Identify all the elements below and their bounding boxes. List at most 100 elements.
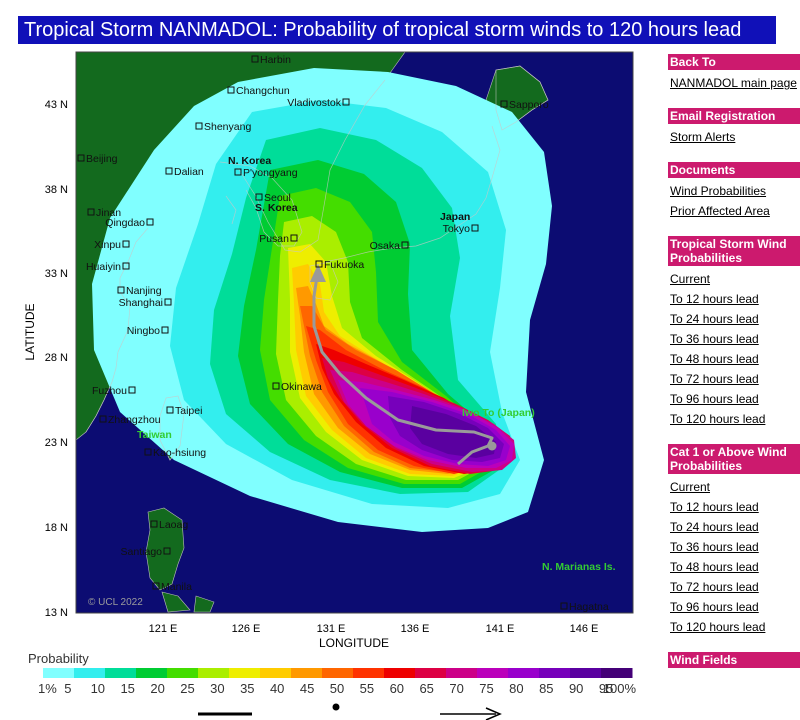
copyright-label: © UCL 2022 [88, 597, 143, 608]
city-label: Dalian [174, 166, 204, 178]
sidebar-link[interactable]: Current [670, 272, 711, 286]
y-axis-label: LATITUDE [23, 303, 37, 360]
sidebar-link[interactable]: To 48 hours lead [670, 560, 759, 574]
city-label: Kao-hsiung [153, 447, 206, 459]
sidebar-link[interactable]: Prior Affected Area [670, 204, 770, 218]
region-label: S. Korea [255, 202, 298, 214]
legend-label: 55 [360, 681, 374, 696]
sidebar-link[interactable]: Current [670, 480, 711, 494]
city-marker: Hagatna [560, 601, 609, 613]
sidebar-link[interactable]: To 12 hours lead [670, 500, 759, 514]
sidebar-link[interactable]: Storm Alerts [670, 130, 736, 144]
page-title: Tropical Storm NANMADOL: Probability of … [24, 19, 742, 41]
longitude-tick-label: 141 E [486, 623, 515, 635]
city-marker: Changchun [227, 85, 290, 97]
legend-label: 40 [270, 681, 284, 696]
latitude-tick-label: 18 N [45, 522, 68, 534]
latitude-tick-label: 23 N [45, 437, 68, 449]
legend-label: 50 [330, 681, 344, 696]
legend-swatch [291, 668, 323, 678]
coastlines [85, 65, 549, 461]
legend-label: 45 [300, 681, 314, 696]
city-marker: Kao-hsiung [144, 447, 206, 459]
city-label: Ningbo [127, 325, 160, 337]
legend-swatch [198, 668, 230, 678]
x-axis-label: LONGITUDE [319, 636, 389, 650]
city-label: Pusan [259, 233, 289, 245]
sidebar-link[interactable]: To 48 hours lead [670, 352, 759, 366]
latitude-tick-label: 13 N [45, 607, 68, 619]
legend-swatch [601, 668, 633, 678]
sidebar-link[interactable]: To 36 hours lead [670, 540, 759, 554]
legend-label: 10 [91, 681, 105, 696]
sidebar-link[interactable]: To 120 hours lead [670, 620, 766, 634]
city-label: Fuzhou [92, 385, 127, 397]
city-marker: Okinawa [272, 381, 322, 393]
sidebar-link[interactable]: To 96 hours lead [670, 392, 759, 406]
city-marker: Seoul [255, 192, 291, 204]
city-marker: Nanjing [117, 285, 162, 297]
sidebar-link[interactable]: To 12 hours lead [670, 292, 759, 306]
city-marker: Taipei [166, 405, 202, 417]
legend-swatch [477, 668, 509, 678]
legend-title: Probability [28, 651, 89, 666]
probability-swath [92, 68, 552, 532]
sidebar-section-header: Email Registration [668, 108, 800, 124]
sidebar-link[interactable]: To 24 hours lead [670, 312, 759, 326]
legend-label: 1% [38, 681, 57, 696]
city-marker: Manila [152, 581, 192, 593]
city-marker: Fukuoka [315, 259, 364, 271]
sidebar-section: Wind Fields [668, 652, 800, 668]
sidebar: Back To NANMADOL main page Email Registrat… [668, 54, 800, 686]
city-marker: Fuzhou [92, 385, 136, 397]
region-label: Iwo To (Japan) [462, 407, 535, 419]
sidebar-link[interactable]: To 36 hours lead [670, 332, 759, 346]
city-label: Beijing [86, 153, 118, 165]
city-label: Tokyo [443, 223, 471, 235]
city-marker: Huaiyin [86, 261, 130, 273]
sidebar-link[interactable]: Wind Probabilities [670, 184, 767, 198]
city-marker: Laoag [150, 519, 188, 531]
legend-swatch [136, 668, 168, 678]
city-label: Seoul [264, 192, 291, 204]
legend-swatch [260, 668, 292, 678]
city-marker: Vladivostok [287, 97, 350, 109]
latitude-tick-label: 43 N [45, 99, 68, 111]
longitude-tick-label: 121 E [149, 623, 178, 635]
legend-label: 95 [599, 681, 613, 696]
city-marker: Jinan [87, 207, 121, 219]
city-marker: Shenyang [195, 121, 251, 133]
longitude-tick-label: 126 E [232, 623, 261, 635]
sidebar-link[interactable]: To 72 hours lead [670, 580, 759, 594]
sidebar-link[interactable]: NANMADOL main page [670, 76, 797, 90]
sidebar-link[interactable]: To 120 hours lead [670, 412, 766, 426]
city-label: Shanghai [119, 297, 163, 309]
legend-label: 35 [240, 681, 254, 696]
sidebar-link[interactable]: To 24 hours lead [670, 520, 759, 534]
sidebar-link[interactable]: To 72 hours lead [670, 372, 759, 386]
city-marker: Zhangzhou [99, 414, 161, 426]
city-marker: Ningbo [127, 325, 169, 337]
latitude-ticks: 43 N 38 N 33 N 28 N 23 N 18 N 13 N [45, 99, 68, 619]
visayas [193, 595, 215, 613]
legend-swatch [105, 668, 137, 678]
city-marker: Santiago [121, 546, 171, 558]
longitude-tick-label: 146 E [570, 623, 599, 635]
legend-label: 60 [390, 681, 404, 696]
city-label: Sapporo [509, 99, 549, 111]
legend-label: 65 [419, 681, 433, 696]
luzon [145, 507, 185, 591]
city-label: Laoag [159, 519, 188, 531]
legend-label: 70 [449, 681, 463, 696]
longitude-ticks: 121 E 126 E 131 E 136 E 141 E 146 E [149, 623, 599, 635]
city-label: P'yongyang [243, 167, 298, 179]
latitude-tick-label: 28 N [45, 352, 68, 364]
city-marker: Qingdao [105, 217, 154, 229]
city-label: Xinpu [94, 239, 121, 251]
legend-swatch [353, 668, 385, 678]
sidebar-link[interactable]: To 96 hours lead [670, 600, 759, 614]
legend-label: 20 [150, 681, 164, 696]
storm-track [310, 264, 497, 466]
region-label: N. Korea [228, 155, 271, 167]
city-marker: Dalian [165, 166, 204, 178]
